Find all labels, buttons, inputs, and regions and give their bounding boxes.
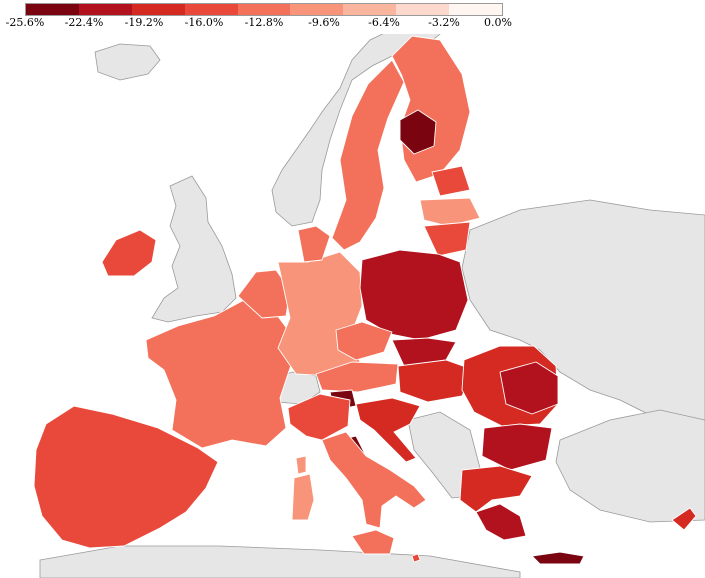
eastern-europe-shape bbox=[461, 199, 705, 421]
region-sicily bbox=[351, 529, 395, 555]
non-eu-land bbox=[39, 21, 705, 578]
legend-swatch bbox=[396, 4, 450, 15]
region-estonia bbox=[431, 165, 471, 197]
region-lithuania bbox=[423, 221, 471, 257]
legend-swatch bbox=[290, 4, 344, 15]
legend-swatch bbox=[78, 4, 132, 15]
region-sweden bbox=[331, 59, 405, 251]
legend-color-scale bbox=[25, 3, 503, 16]
region-romania-northeast bbox=[499, 361, 559, 415]
legend-tick-label: -19.2% bbox=[124, 16, 164, 29]
region-croatia bbox=[355, 397, 421, 463]
legend-swatch bbox=[343, 4, 397, 15]
region-czechia bbox=[335, 321, 393, 361]
great-britain-shape bbox=[151, 175, 237, 323]
region-greece-north bbox=[459, 465, 533, 513]
legend-tick-label: 0.0% bbox=[484, 16, 512, 29]
region-sardinia bbox=[291, 473, 315, 521]
region-slovakia bbox=[391, 337, 457, 367]
legend-tick-label: -6.4% bbox=[368, 16, 400, 29]
legend-swatch bbox=[237, 4, 291, 15]
region-crete bbox=[531, 551, 585, 565]
legend-tick-label: -9.6% bbox=[308, 16, 340, 29]
region-denmark bbox=[297, 225, 331, 263]
eu-regions bbox=[33, 35, 697, 565]
legend-tick-label: -12.8% bbox=[244, 16, 284, 29]
region-iberia bbox=[33, 405, 219, 549]
legend-tick-label: -16.0% bbox=[184, 16, 224, 29]
region-italy-south bbox=[321, 431, 427, 529]
region-cyprus bbox=[671, 507, 697, 531]
region-ireland bbox=[101, 229, 157, 277]
region-hungary bbox=[397, 359, 475, 403]
region-poland bbox=[359, 249, 469, 341]
legend-swatch bbox=[184, 4, 238, 15]
region-finland-east bbox=[399, 109, 437, 155]
region-austria bbox=[315, 361, 399, 393]
legend-swatch bbox=[449, 4, 503, 15]
legend-tick-label: -25.6% bbox=[5, 16, 45, 29]
region-greece-south bbox=[475, 503, 527, 541]
north-africa-shape bbox=[39, 545, 521, 578]
region-germany bbox=[277, 251, 363, 377]
region-malta bbox=[411, 553, 421, 563]
legend-swatch bbox=[26, 4, 79, 15]
legend-tick-label: -3.2% bbox=[428, 16, 460, 29]
iceland-shape bbox=[94, 43, 161, 81]
region-latvia bbox=[419, 197, 481, 227]
legend-tick-label: -22.4% bbox=[64, 16, 104, 29]
legend: -25.6% -22.4% -19.2% -16.0% -12.8% -9.6%… bbox=[5, 0, 520, 34]
legend-swatch bbox=[131, 4, 185, 15]
region-corsica bbox=[295, 455, 307, 475]
region-bulgaria bbox=[481, 423, 553, 471]
region-france bbox=[145, 299, 293, 449]
region-italy-north bbox=[287, 393, 351, 441]
